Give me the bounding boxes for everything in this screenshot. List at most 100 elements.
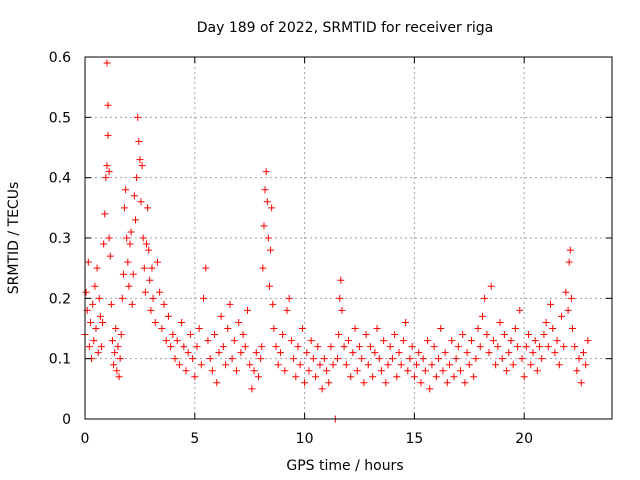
data-point [106,252,114,260]
data-point [294,343,302,351]
data-point [439,367,447,375]
data-point [353,367,361,375]
data-point [147,306,155,314]
data-point [584,337,592,345]
data-point [456,367,464,375]
data-point [568,325,576,332]
data-point [173,337,181,345]
data-point [285,294,293,302]
data-point [454,343,462,351]
data-point [115,373,123,381]
data-point [184,349,192,357]
data-point [272,343,280,351]
data-point [371,349,379,357]
data-point [148,264,156,272]
data-point [531,337,539,345]
data-point [279,331,287,339]
data-point [134,113,142,121]
data-point [129,270,137,278]
data-point [399,337,407,345]
axis-ticks: 0 5 10 15 20 0 0.1 0.2 0.3 0.4 0.5 0.6 [49,50,612,447]
y-tick-label: 0.3 [49,231,71,247]
x-tick-label: 5 [190,431,199,447]
data-point [191,373,199,381]
data-point [410,373,418,381]
data-point [99,318,107,326]
data-point [419,355,427,363]
data-point [270,325,278,332]
data-point [577,379,585,387]
data-point [281,367,289,375]
data-point [579,349,587,357]
data-point [463,349,471,357]
data-point [362,331,370,339]
data-point [269,300,277,308]
data-point [516,306,524,314]
data-point [540,331,548,339]
data-point [123,234,131,242]
data-point [397,361,405,369]
data-point [112,325,120,332]
data-point [347,373,355,381]
data-point [335,331,343,339]
data-point [252,349,260,357]
data-point [522,343,530,351]
data-point [309,355,317,363]
data-point [200,294,208,302]
data-point [342,361,350,369]
data-point [461,379,469,387]
data-point [500,331,508,339]
data-point [182,367,190,375]
data-point [89,300,97,308]
data-point [276,349,284,357]
data-point [386,343,394,351]
data-point [542,318,550,326]
data-point [571,343,579,351]
y-tick-label: 0.4 [49,171,71,187]
data-point [145,246,153,254]
data-point [408,343,416,351]
data-point [360,379,368,387]
data-point [472,355,480,363]
data-point [133,174,141,182]
data-point [413,361,421,369]
data-point [250,367,258,375]
data-point [204,337,212,345]
data-point [137,198,145,206]
data-point [84,258,92,266]
data-point [428,361,436,369]
data-point [345,337,352,345]
data-point [149,294,157,302]
data-point [105,234,113,242]
data-point [325,379,333,387]
data-point [107,300,115,308]
data-point [104,131,112,139]
y-tick-label: 0.5 [49,110,71,126]
data-point [262,168,270,176]
data-point [267,246,275,254]
data-point [435,355,443,363]
data-point [406,355,414,363]
data-point [226,300,234,308]
data-point [470,373,478,381]
data-point [130,192,138,200]
data-point [217,312,225,320]
data-point [101,210,109,218]
data-point [566,246,574,254]
data-point [318,385,326,393]
data-point [503,367,511,375]
data-point [505,349,513,357]
data-point [336,294,344,302]
data-point [518,355,526,363]
data-point [551,349,559,357]
data-point [507,337,515,345]
data-point [142,240,150,248]
data-point [355,343,363,351]
data-point [450,373,458,381]
data-point [126,240,134,248]
data-point [421,367,429,375]
x-tick-label: 10 [296,431,314,447]
data-points [81,59,592,423]
data-point [206,355,214,363]
